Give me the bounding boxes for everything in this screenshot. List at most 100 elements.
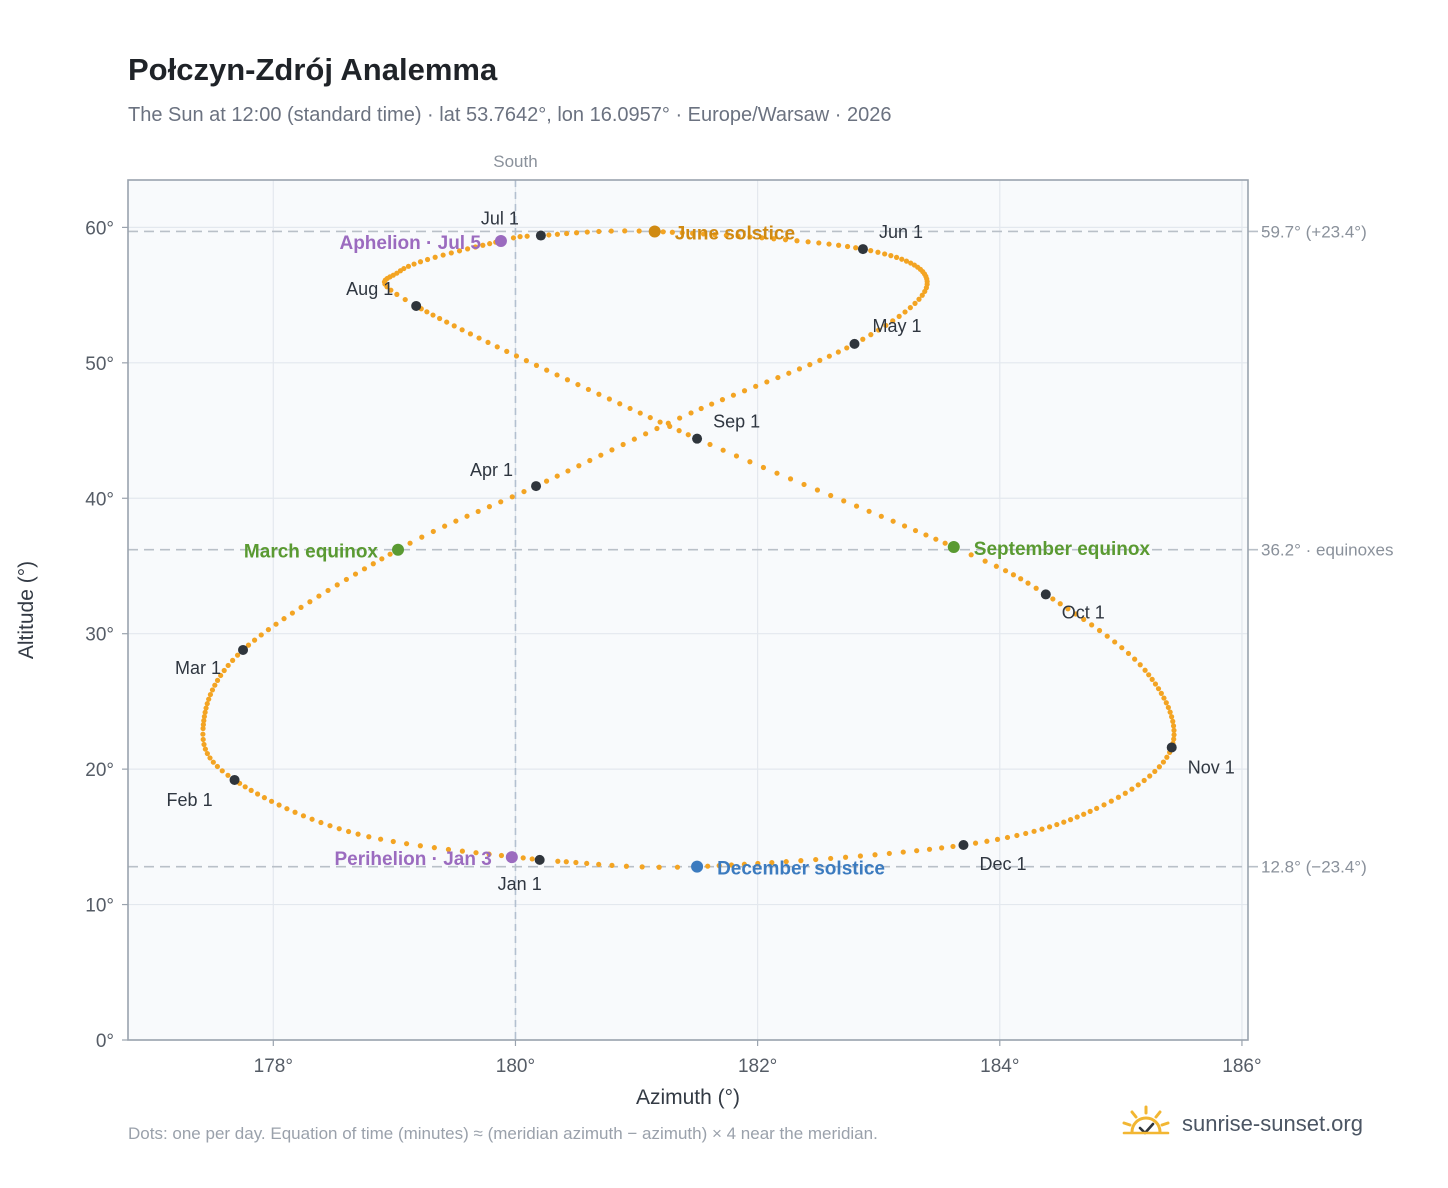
day-dot	[794, 238, 800, 244]
day-dot	[318, 819, 324, 826]
day-dot	[520, 855, 526, 861]
event-marker	[494, 234, 507, 247]
day-dot	[430, 528, 436, 535]
day-dot	[388, 287, 394, 293]
day-dot	[720, 447, 726, 453]
day-dot	[866, 508, 872, 514]
day-dot	[214, 677, 221, 683]
day-dot	[993, 563, 999, 569]
day-dot	[361, 566, 368, 572]
day-dot	[475, 508, 481, 515]
x-axis-title: Azimuth (°)	[636, 1086, 740, 1109]
day-dot	[281, 616, 287, 622]
y-tick-label: 20°	[85, 760, 114, 781]
day-dot	[554, 473, 560, 479]
day-dot	[203, 705, 209, 711]
day-dot	[565, 468, 571, 474]
day-dot	[735, 233, 741, 239]
day-dot	[563, 859, 569, 865]
day-dot	[890, 518, 896, 524]
day-dot	[828, 492, 834, 499]
day-dot	[719, 397, 726, 403]
day-dot	[554, 372, 560, 378]
day-dot	[716, 863, 722, 869]
day-dot	[485, 339, 491, 346]
day-dot	[523, 358, 529, 364]
day-dot	[1170, 718, 1176, 724]
day-dot	[1054, 821, 1060, 828]
day-dot	[298, 604, 304, 611]
day-dot	[251, 637, 258, 643]
day-dot	[403, 841, 410, 847]
brand-link[interactable]: sunrise-sunset.org	[1120, 1102, 1363, 1146]
day-dot	[533, 362, 540, 368]
day-dot	[609, 862, 615, 868]
y-tick-label: 10°	[85, 896, 114, 917]
day-dot	[903, 258, 910, 264]
day-dot	[1115, 794, 1122, 800]
day-dot	[844, 345, 850, 351]
day-dot	[585, 386, 592, 393]
month-marker	[849, 338, 860, 349]
day-dot	[442, 523, 448, 529]
day-dot	[893, 254, 900, 260]
day-dot	[636, 228, 642, 234]
footnote: Dots: one per day. Equation of time (min…	[128, 1124, 878, 1143]
day-dot	[390, 838, 396, 845]
day-dot	[707, 441, 713, 448]
day-dot	[807, 362, 813, 368]
day-dot	[926, 846, 933, 852]
event-label: Aphelion · Jul 5	[339, 233, 481, 254]
day-dot	[265, 627, 272, 633]
day-dot	[723, 232, 729, 238]
x-tick-label: 184°	[980, 1056, 1019, 1077]
day-dot	[857, 853, 863, 859]
month-label: Sep 1	[713, 412, 760, 432]
day-dot	[1067, 817, 1074, 823]
day-dot	[728, 862, 735, 868]
day-dot	[1164, 754, 1170, 760]
day-dot	[200, 722, 206, 728]
day-dot	[543, 478, 550, 484]
day-dot	[899, 256, 905, 262]
day-dot	[225, 772, 231, 778]
day-dot	[875, 249, 881, 255]
day-dot	[1142, 667, 1148, 673]
day-dot	[1087, 808, 1093, 814]
day-dot	[555, 858, 561, 864]
day-dot	[487, 241, 493, 247]
day-dot	[1050, 596, 1056, 602]
day-dot	[1010, 572, 1017, 578]
day-dot	[1163, 700, 1169, 706]
day-dot	[1171, 732, 1177, 738]
day-dot	[451, 323, 457, 329]
day-dot	[796, 366, 803, 372]
day-dot	[379, 556, 385, 562]
day-dot	[705, 863, 711, 869]
day-dot	[554, 231, 561, 237]
day-dot	[1169, 714, 1175, 720]
day-dot	[914, 848, 920, 854]
day-dot	[245, 642, 252, 648]
day-dot	[309, 816, 315, 822]
day-dot	[900, 849, 906, 855]
month-label: May 1	[872, 316, 921, 336]
day-dot	[872, 852, 878, 858]
day-dot	[498, 852, 505, 859]
day-dot	[631, 436, 637, 442]
event-label: September equinox	[974, 539, 1151, 560]
day-dot	[467, 331, 474, 337]
month-marker	[535, 230, 546, 241]
month-marker	[531, 481, 542, 492]
day-dot	[982, 558, 988, 564]
day-dot	[912, 300, 918, 306]
day-dot	[968, 552, 974, 558]
day-dot	[1167, 709, 1173, 715]
day-dot	[510, 235, 517, 241]
day-dot	[432, 254, 438, 260]
day-dot	[919, 292, 925, 298]
event-marker	[505, 851, 518, 864]
month-label: Jul 1	[481, 209, 519, 229]
day-dot	[1025, 580, 1031, 586]
day-dot	[509, 494, 515, 500]
